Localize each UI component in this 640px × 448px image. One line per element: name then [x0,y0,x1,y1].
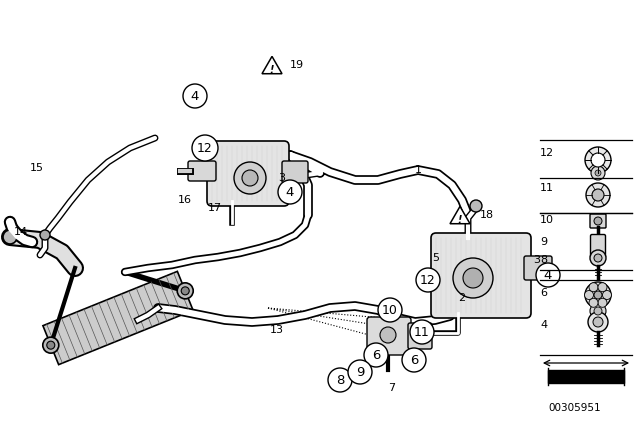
Text: 6: 6 [540,288,547,298]
Circle shape [183,84,207,108]
Text: 8: 8 [336,374,344,387]
Text: 16: 16 [178,195,192,205]
FancyBboxPatch shape [367,317,411,355]
FancyBboxPatch shape [524,256,552,280]
Text: 7: 7 [388,383,395,393]
Circle shape [278,180,302,204]
Circle shape [594,291,602,299]
Circle shape [594,254,602,262]
Circle shape [594,307,602,315]
Circle shape [585,147,611,173]
Text: 11: 11 [540,183,554,193]
Circle shape [590,303,606,319]
Polygon shape [450,207,470,224]
Circle shape [593,317,603,327]
Text: 9: 9 [356,366,364,379]
Circle shape [192,135,218,161]
Circle shape [43,337,59,353]
FancyBboxPatch shape [590,214,606,228]
Text: 12: 12 [540,148,554,158]
Text: 5: 5 [432,253,439,263]
Circle shape [595,170,601,176]
Text: 19: 19 [290,60,304,70]
Circle shape [416,268,440,292]
Text: 17: 17 [208,203,222,213]
FancyBboxPatch shape [408,323,432,349]
Circle shape [589,283,598,292]
Text: 12: 12 [420,273,436,287]
Text: 8: 8 [540,255,547,265]
Circle shape [589,298,598,307]
Text: 11: 11 [414,326,430,339]
Text: 14: 14 [14,227,28,237]
Circle shape [590,250,606,266]
Text: 1: 1 [415,165,422,175]
Circle shape [536,263,560,287]
Circle shape [234,162,266,194]
Circle shape [598,283,607,292]
Text: 15: 15 [30,163,44,173]
Text: 4: 4 [544,268,552,281]
Polygon shape [43,271,193,365]
Circle shape [181,287,189,295]
Text: 10: 10 [382,303,398,316]
Circle shape [177,283,193,299]
Text: 4: 4 [191,90,199,103]
Circle shape [410,320,434,344]
Circle shape [378,298,402,322]
Text: !: ! [269,65,275,75]
Circle shape [3,230,17,244]
Circle shape [584,290,593,300]
Circle shape [47,341,55,349]
FancyBboxPatch shape [207,141,289,206]
Circle shape [242,170,258,186]
Circle shape [585,282,611,308]
Circle shape [586,183,610,207]
Bar [548,370,624,383]
Text: 18: 18 [480,210,494,220]
Circle shape [602,290,611,300]
Circle shape [40,230,50,240]
FancyBboxPatch shape [188,161,216,181]
Text: 3: 3 [278,173,285,183]
Circle shape [402,348,426,372]
Circle shape [591,166,605,180]
Text: 4: 4 [286,185,294,198]
Circle shape [380,327,396,343]
Text: 10: 10 [540,215,554,225]
Text: 6: 6 [372,349,380,362]
Circle shape [588,312,608,332]
Text: 12: 12 [197,142,213,155]
FancyBboxPatch shape [282,161,308,183]
Text: 00305951: 00305951 [548,403,600,413]
Circle shape [453,258,493,298]
FancyBboxPatch shape [591,234,605,258]
Text: 2: 2 [458,293,465,303]
Circle shape [328,368,352,392]
Polygon shape [262,56,282,74]
Circle shape [470,200,482,212]
Text: 6: 6 [410,353,418,366]
Circle shape [598,298,607,307]
Circle shape [594,217,602,225]
Text: 4: 4 [540,320,547,330]
Text: 13: 13 [270,325,284,335]
Text: 3: 3 [533,255,540,265]
Circle shape [463,268,483,288]
Circle shape [591,153,605,167]
Circle shape [592,189,604,201]
Circle shape [364,343,388,367]
Text: 9: 9 [540,237,547,247]
Circle shape [348,360,372,384]
Text: !: ! [458,215,462,225]
FancyBboxPatch shape [431,233,531,318]
